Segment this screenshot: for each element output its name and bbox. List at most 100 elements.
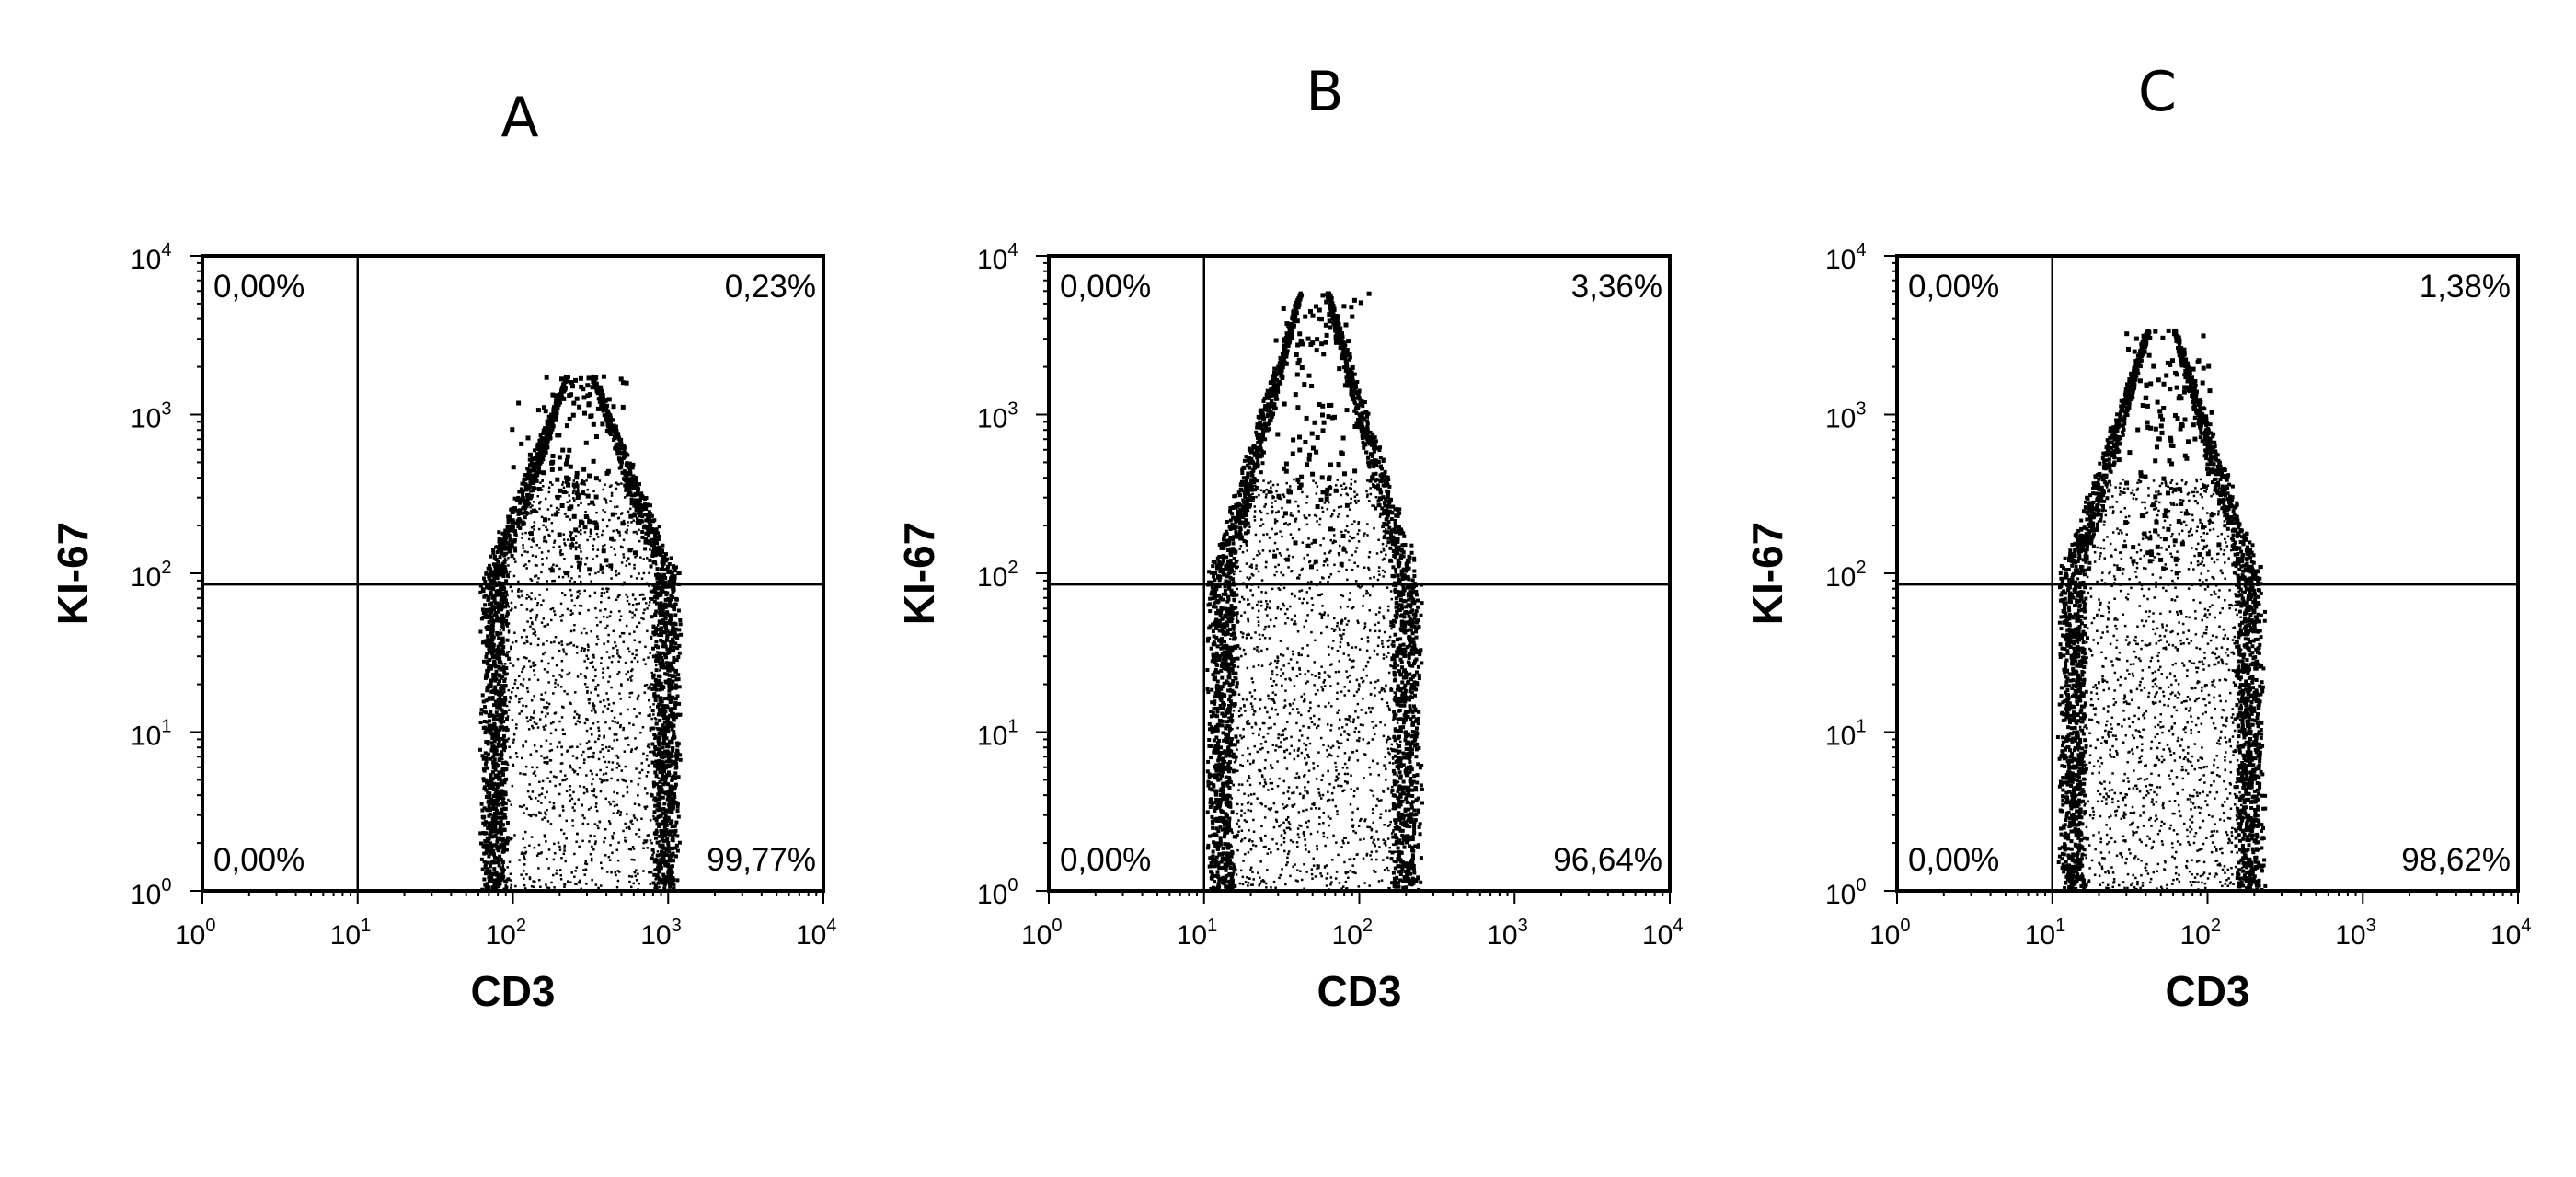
event-dot	[600, 790, 603, 793]
event-dot	[523, 855, 525, 858]
event-dot	[506, 673, 509, 675]
event-dot	[659, 586, 662, 590]
event-dot	[605, 471, 610, 476]
event-dot	[610, 871, 613, 874]
y-tick-label: 104	[131, 240, 172, 275]
event-dot	[518, 698, 521, 701]
event-dot	[649, 597, 651, 600]
event-dot	[583, 758, 586, 761]
event-dot	[565, 479, 569, 484]
event-dot	[652, 703, 655, 706]
event-dot	[562, 729, 565, 732]
event-dot	[506, 821, 510, 825]
event-dot	[659, 733, 661, 735]
event-dot	[562, 806, 565, 809]
event-dot	[532, 554, 535, 557]
event-dot	[597, 727, 600, 730]
event-dot	[576, 757, 579, 760]
event-dot	[628, 697, 631, 699]
event-dot	[525, 567, 528, 570]
event-dot	[636, 603, 638, 606]
event-dot	[658, 751, 661, 754]
event-dot	[556, 664, 558, 667]
event-dot	[555, 414, 558, 418]
quadrant-label-upper-left: 0,00%	[213, 269, 305, 305]
event-dot	[535, 723, 538, 726]
event-dot	[558, 741, 561, 744]
event-dot	[643, 658, 646, 661]
event-dot	[540, 693, 543, 696]
event-dot	[669, 631, 673, 635]
event-dot	[564, 375, 569, 380]
event-dot	[544, 625, 546, 628]
event-dot	[659, 696, 662, 699]
event-dot	[503, 533, 507, 537]
event-dot	[644, 519, 648, 523]
event-dot	[524, 847, 527, 849]
event-dot	[545, 814, 547, 816]
event-dot	[667, 869, 671, 872]
event-dot	[614, 641, 616, 644]
event-dot	[652, 692, 656, 696]
event-dot	[511, 521, 514, 525]
event-dot	[489, 850, 492, 854]
event-dot	[617, 756, 620, 759]
event-dot	[659, 669, 661, 672]
event-dot	[530, 617, 533, 620]
event-dot	[530, 578, 533, 581]
event-dot	[627, 472, 631, 476]
event-dot	[497, 744, 500, 748]
event-dot	[521, 521, 523, 524]
event-dot	[649, 715, 651, 718]
event-dot	[550, 771, 553, 774]
event-dot	[672, 830, 675, 834]
event-dot	[576, 746, 579, 749]
event-dot	[635, 869, 638, 871]
event-dot	[642, 618, 645, 621]
event-dot	[558, 546, 561, 548]
event-dot	[503, 816, 507, 820]
event-dot	[658, 580, 661, 583]
event-dot	[657, 882, 661, 885]
event-dot	[528, 596, 531, 599]
event-dot	[592, 679, 595, 682]
event-dot	[546, 529, 549, 532]
event-dot	[621, 769, 624, 772]
event-dot	[512, 641, 514, 644]
event-dot	[654, 837, 658, 840]
event-dot	[508, 622, 511, 625]
event-dot	[523, 878, 525, 881]
event-dot	[575, 490, 580, 495]
event-dot	[639, 594, 642, 597]
event-dot	[569, 380, 574, 385]
event-dot	[500, 816, 504, 820]
event-dot	[585, 383, 590, 387]
event-dot	[656, 860, 659, 863]
event-dot	[560, 503, 565, 508]
event-dot	[502, 619, 506, 623]
y-tick-label: 100	[131, 875, 172, 910]
event-dot	[644, 691, 647, 694]
event-dot	[500, 537, 504, 541]
event-dot	[594, 710, 597, 712]
event-dot	[488, 564, 491, 568]
event-dot	[495, 847, 499, 850]
event-dot	[566, 674, 569, 676]
event-dot	[592, 778, 594, 780]
event-dot	[538, 456, 542, 460]
event-dot	[524, 473, 528, 477]
event-dot	[504, 677, 507, 680]
event-dot	[666, 841, 670, 845]
event-dot	[602, 375, 606, 379]
event-dot	[617, 596, 620, 599]
event-dot	[554, 614, 557, 617]
event-dot	[570, 566, 573, 569]
event-dot	[596, 555, 599, 558]
event-dot	[631, 661, 634, 664]
event-dot	[540, 745, 543, 748]
event-dot	[585, 788, 588, 790]
event-dot	[537, 487, 542, 491]
event-dot	[494, 812, 498, 815]
event-dot	[644, 532, 648, 536]
event-dot	[523, 482, 526, 486]
